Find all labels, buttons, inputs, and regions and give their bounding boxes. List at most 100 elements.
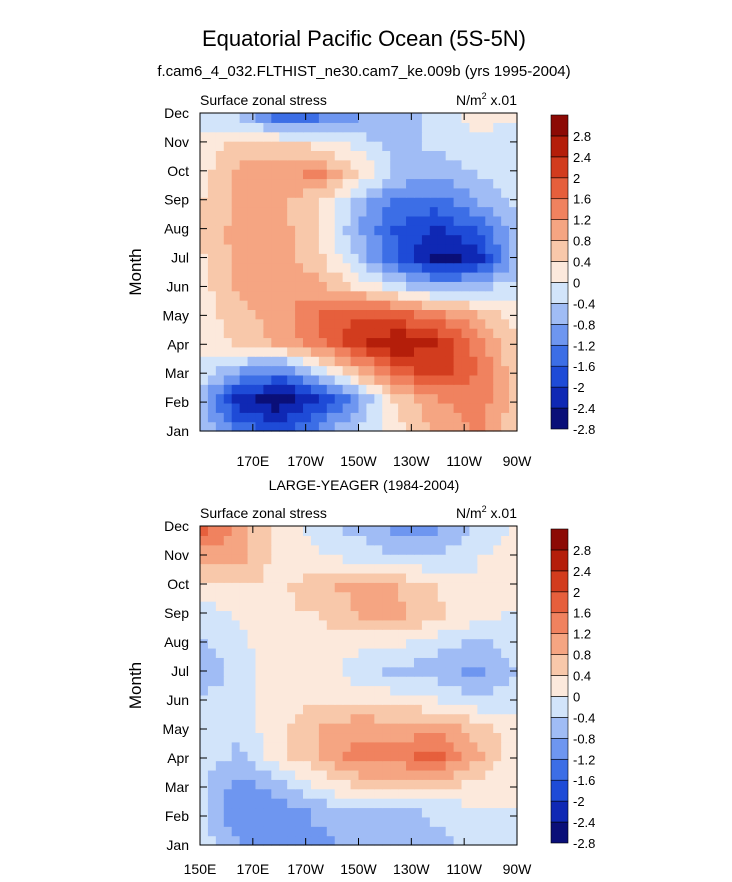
contour-cell <box>406 281 415 292</box>
contour-cell <box>223 554 233 565</box>
contour-cell <box>279 619 288 630</box>
contour-cell <box>231 131 241 142</box>
contour-cell <box>453 328 463 339</box>
contour-cell <box>295 582 304 593</box>
contour-cell <box>310 788 320 799</box>
contour-cell <box>366 741 375 752</box>
contour-cell <box>342 243 352 254</box>
y-tick-label: Apr <box>167 336 189 352</box>
contour-cell <box>207 122 217 133</box>
contour-cell <box>461 206 471 217</box>
contour-cell <box>239 535 249 546</box>
contour-cell <box>366 337 375 348</box>
contour-cell <box>398 526 407 536</box>
contour-cell <box>406 178 415 189</box>
contour-cell <box>200 563 209 574</box>
contour-cell <box>263 356 272 367</box>
contour-cell <box>382 610 391 621</box>
contour-cell <box>303 591 312 602</box>
contour-cell <box>398 572 407 583</box>
y-tick-label: Feb <box>165 394 189 410</box>
contour-cell <box>342 159 352 170</box>
contour-cell <box>215 187 225 198</box>
contour-cell <box>334 788 344 799</box>
contour-cell <box>477 393 486 404</box>
contour-cell <box>421 290 431 301</box>
contour-cell <box>437 215 447 226</box>
contour-cell <box>413 309 423 320</box>
colorbar-label: 2.4 <box>573 150 591 165</box>
contour-cell <box>437 421 447 432</box>
contour-cell <box>421 835 431 846</box>
contour-cell <box>382 554 391 565</box>
contour-cell <box>326 337 336 348</box>
contour-cell <box>390 723 399 734</box>
contour-cell <box>485 526 494 536</box>
contour-cell <box>469 610 478 621</box>
contour-cell <box>374 159 383 170</box>
contour-cell <box>358 356 368 367</box>
contour-cell <box>477 601 486 612</box>
contour-cell <box>358 788 368 799</box>
contour-cell <box>421 751 431 762</box>
contour-cell <box>318 704 328 715</box>
contour-cell <box>247 206 257 217</box>
contour-cell <box>318 582 328 593</box>
contour-cell <box>310 591 320 602</box>
contour-cell <box>358 535 368 546</box>
contour-cell <box>334 318 344 329</box>
contour-cell <box>287 131 296 142</box>
contour-cell <box>437 582 447 593</box>
contour-cell <box>310 187 320 198</box>
contour-cell <box>374 807 383 818</box>
contour-cell <box>406 591 415 602</box>
colorbar-box <box>550 365 569 388</box>
contour-cell <box>271 122 280 133</box>
contour-cell <box>493 535 502 546</box>
contour-cell <box>200 290 209 301</box>
contour-cell <box>493 141 502 152</box>
contour-cell <box>374 206 383 217</box>
contour-cell <box>303 638 312 649</box>
contour-cell <box>382 290 391 301</box>
colorbar-box <box>550 779 569 802</box>
contour-cell <box>279 393 288 404</box>
x-tick-label: 170E <box>236 861 269 877</box>
contour-cell <box>398 262 407 273</box>
contour-cell <box>310 272 320 282</box>
contour-cell <box>247 694 257 705</box>
contour-cell <box>215 694 225 705</box>
colorbar-box <box>550 282 569 304</box>
contour-cell <box>263 619 272 630</box>
contour-cell <box>287 113 296 123</box>
contour-cell <box>445 337 455 348</box>
contour-cell <box>421 225 431 236</box>
contour-cell <box>421 141 431 152</box>
contour-cell <box>231 356 241 367</box>
contour-cell <box>453 798 463 809</box>
contour-cell <box>279 337 288 348</box>
contour-cell <box>509 610 518 621</box>
contour-cell <box>207 732 217 743</box>
contour-cell <box>406 159 415 170</box>
contour-cell <box>382 412 391 423</box>
contour-cell <box>215 374 225 385</box>
contour-cell <box>493 723 502 734</box>
contour-cell <box>326 826 336 837</box>
contour-cell <box>215 554 225 565</box>
contour-cell <box>366 694 375 705</box>
contour-cell <box>326 178 336 189</box>
contour-cell <box>310 807 320 818</box>
contour-cell <box>255 234 264 245</box>
contour-cell <box>271 365 280 376</box>
contour-cell <box>509 318 518 329</box>
contour-cell <box>239 526 249 536</box>
contour-cell <box>413 751 423 762</box>
contour-cell <box>398 788 407 799</box>
contour-cell <box>413 225 423 236</box>
contour-cell <box>215 807 225 818</box>
contour-cell <box>445 113 455 123</box>
contour-cell <box>413 816 423 827</box>
contour-cell <box>271 526 280 536</box>
contour-cell <box>279 253 288 264</box>
